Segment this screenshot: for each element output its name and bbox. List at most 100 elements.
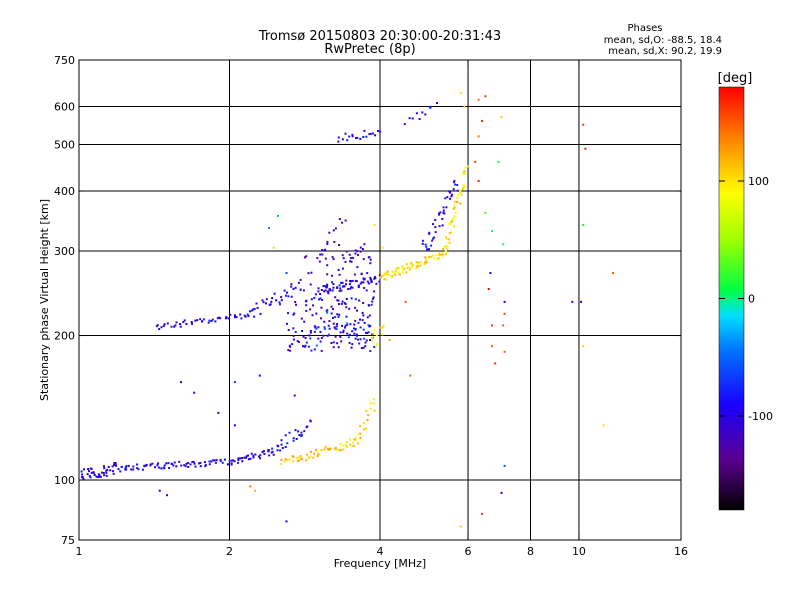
data-point	[491, 324, 493, 327]
data-point	[582, 345, 585, 348]
data-point	[243, 456, 246, 459]
data-point	[95, 475, 98, 478]
data-point	[194, 319, 197, 322]
data-point	[233, 424, 236, 427]
data-point	[463, 170, 466, 173]
data-point	[349, 323, 352, 326]
data-point	[184, 465, 187, 468]
data-point	[372, 296, 375, 299]
data-point	[193, 391, 196, 394]
data-point	[297, 281, 300, 284]
data-point	[343, 302, 346, 304]
data-point	[437, 254, 440, 257]
data-point	[350, 297, 353, 300]
chart-subtitle: RwPretec (8p)	[324, 42, 415, 57]
data-point	[379, 326, 382, 329]
data-point	[340, 281, 343, 284]
data-point	[398, 273, 401, 276]
data-point	[353, 273, 356, 276]
data-point	[160, 467, 163, 470]
data-point	[429, 105, 432, 108]
data-point	[356, 334, 358, 337]
data-point	[163, 467, 166, 470]
data-point	[481, 119, 483, 122]
data-point	[371, 339, 373, 342]
data-point	[217, 411, 220, 414]
data-point	[328, 327, 331, 330]
data-point	[345, 315, 348, 318]
data-point	[349, 280, 352, 283]
data-point	[354, 249, 357, 252]
data-point	[191, 322, 193, 325]
data-point	[378, 280, 381, 283]
data-point	[342, 444, 345, 447]
data-point	[450, 195, 453, 198]
data-point	[190, 321, 193, 323]
data-point	[363, 287, 366, 289]
data-point	[345, 250, 348, 253]
data-point	[252, 454, 255, 457]
data-point	[350, 260, 353, 263]
data-point	[332, 346, 335, 349]
data-point	[211, 459, 214, 462]
data-point	[105, 469, 108, 472]
data-point	[431, 239, 434, 242]
data-point	[425, 261, 428, 264]
data-point	[369, 339, 371, 341]
data-point	[98, 474, 101, 477]
data-point	[374, 134, 377, 137]
data-point	[170, 462, 173, 465]
data-point	[271, 297, 274, 300]
data-point	[369, 276, 372, 279]
data-point	[337, 269, 340, 271]
data-point	[230, 463, 233, 466]
data-point	[371, 333, 374, 336]
data-point	[192, 460, 195, 463]
data-point	[451, 193, 454, 196]
data-point	[381, 326, 384, 329]
data-point	[105, 474, 108, 477]
data-point	[338, 289, 341, 292]
data-point	[272, 453, 275, 456]
data-point	[441, 224, 444, 227]
data-point	[295, 457, 298, 460]
data-point	[88, 475, 91, 478]
data-point	[198, 462, 200, 465]
data-point	[99, 475, 102, 478]
data-point	[322, 285, 325, 287]
data-point	[352, 444, 355, 447]
data-point	[304, 300, 307, 303]
data-point	[377, 130, 379, 132]
data-point	[453, 225, 456, 228]
data-point	[344, 260, 347, 263]
data-point	[332, 317, 334, 319]
data-point	[438, 225, 441, 228]
data-point	[235, 316, 238, 319]
data-point	[441, 218, 444, 220]
data-point	[303, 345, 306, 348]
data-point	[162, 324, 165, 327]
data-point	[319, 330, 322, 333]
data-point	[132, 468, 135, 471]
stats-line-x: mean, sd,X: 90.2, 19.9	[608, 46, 722, 57]
data-point	[406, 267, 409, 269]
data-point	[207, 321, 210, 324]
data-point	[454, 211, 457, 214]
data-point	[341, 221, 343, 224]
data-point	[228, 460, 231, 462]
data-point	[288, 431, 291, 434]
data-point	[571, 300, 574, 303]
data-point	[434, 226, 437, 229]
data-point	[286, 322, 288, 325]
data-point	[370, 303, 373, 306]
data-point	[363, 278, 365, 281]
data-point	[394, 273, 397, 276]
data-point	[375, 282, 378, 285]
data-point	[320, 317, 322, 320]
data-point	[453, 215, 456, 218]
data-point	[182, 321, 185, 323]
data-point	[309, 283, 312, 286]
data-point	[368, 133, 371, 136]
data-point	[371, 297, 374, 300]
data-point	[421, 111, 424, 114]
